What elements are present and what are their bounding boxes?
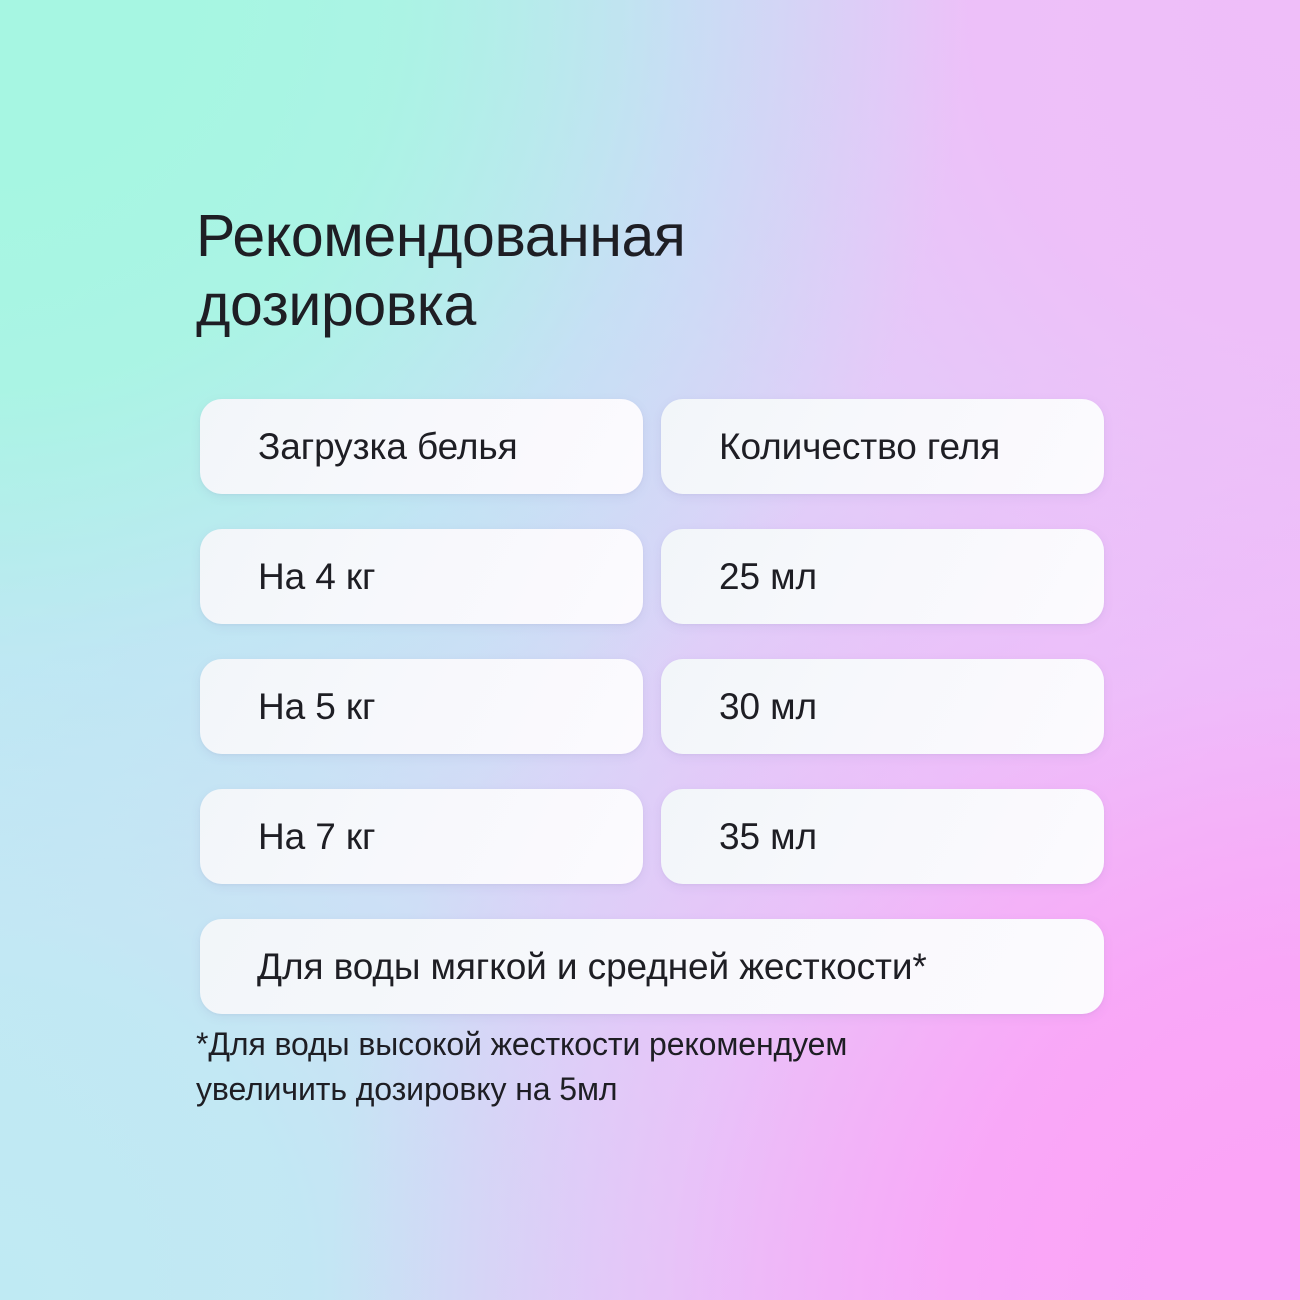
table-cell-amount-value: 25 мл [719, 555, 817, 597]
table-cell-amount-value: 35 мл [719, 815, 817, 857]
table-row: На 5 кг 30 мл [200, 659, 1104, 754]
table-cell-load-value: На 7 кг [258, 815, 376, 857]
page-title: Рекомендованная дозировка [196, 203, 686, 339]
table-header-amount-label: Количество геля [719, 425, 1001, 467]
table-note-row: Для воды мягкой и средней жесткости* [200, 919, 1104, 1014]
footnote-text: *Для воды высокой жесткости рекомендуем … [196, 1026, 848, 1108]
table-cell-load-value: На 5 кг [258, 685, 376, 727]
table-header-load: Загрузка белья [200, 399, 643, 494]
table-note-text: Для воды мягкой и средней жесткости* [257, 945, 927, 987]
table-cell-load: На 7 кг [200, 789, 643, 884]
table-cell-amount: 30 мл [661, 659, 1104, 754]
table-header-amount: Количество геля [661, 399, 1104, 494]
table-cell-load: На 5 кг [200, 659, 643, 754]
table-cell-amount: 35 мл [661, 789, 1104, 884]
table-cell-amount-value: 30 мл [719, 685, 817, 727]
dosage-table: Загрузка белья Количество геля На 4 кг 2… [200, 399, 1104, 1014]
table-cell-load: На 4 кг [200, 529, 643, 624]
table-cell-load-value: На 4 кг [258, 555, 376, 597]
table-cell-amount: 25 мл [661, 529, 1104, 624]
table-row: На 7 кг 35 мл [200, 789, 1104, 884]
table-header-load-label: Загрузка белья [258, 425, 518, 467]
table-row: На 4 кг 25 мл [200, 529, 1104, 624]
table-note-cell: Для воды мягкой и средней жесткости* [200, 919, 1104, 1014]
table-header-row: Загрузка белья Количество геля [200, 399, 1104, 494]
